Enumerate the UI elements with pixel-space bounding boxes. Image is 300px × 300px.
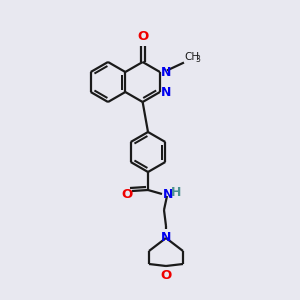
Text: N: N xyxy=(163,188,173,200)
Text: O: O xyxy=(122,188,133,202)
Text: 3: 3 xyxy=(196,55,200,64)
Text: N: N xyxy=(161,85,171,98)
Text: O: O xyxy=(160,269,172,282)
Text: O: O xyxy=(137,30,148,43)
Text: N: N xyxy=(161,65,171,79)
Text: N: N xyxy=(161,231,171,244)
Text: CH: CH xyxy=(184,52,199,62)
Text: H: H xyxy=(171,185,181,199)
